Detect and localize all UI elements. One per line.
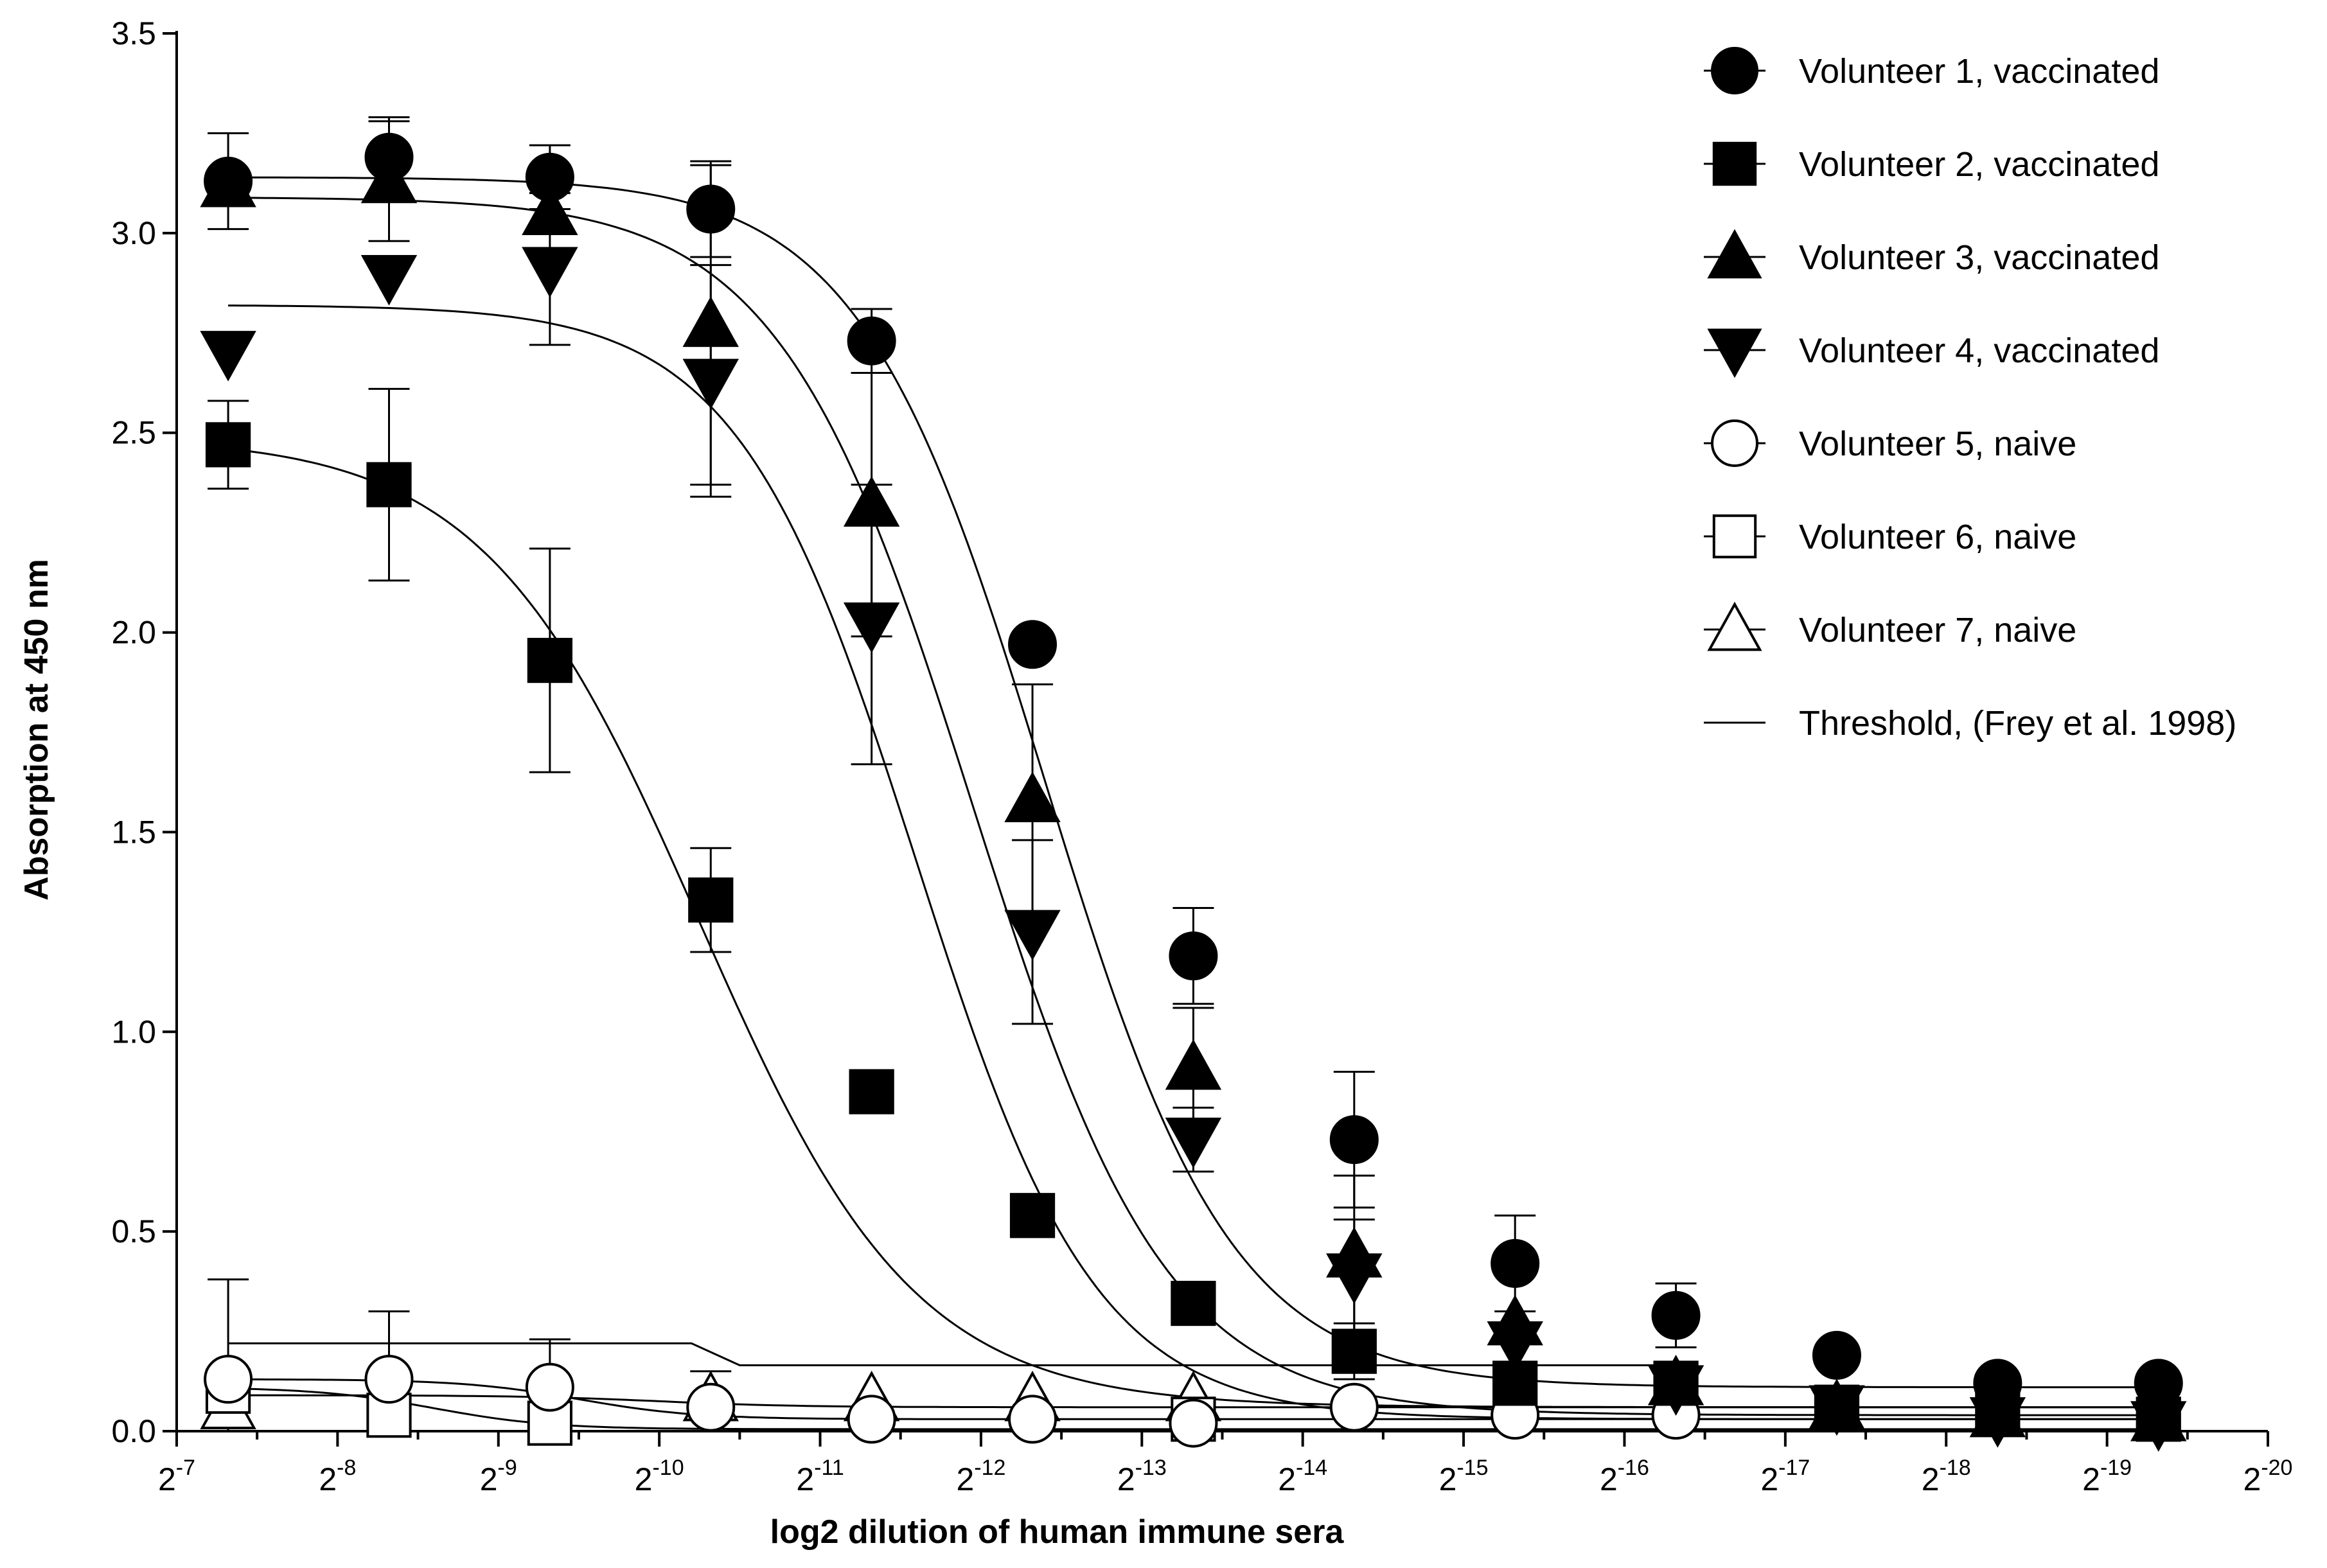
x-tick-label: 2-8 [319,1456,356,1497]
x-axis-title: log2 dilution of human immune sera [770,1513,1345,1551]
legend-marker-5 [1711,419,1758,467]
y-tick-label: 3.0 [111,215,156,251]
point-circle-open [1169,1398,1218,1448]
legend-label: Volunteer 7, naive [1799,611,2076,649]
point-circle-filled [204,157,253,206]
y-tick-label: 2.5 [111,415,156,451]
point-triangle-up-filled [1647,1354,1704,1405]
point-square-filled [688,877,734,923]
point-circle-open [204,1355,253,1404]
legend-label: Volunteer 3, vaccinated [1799,238,2159,277]
point-square-filled [849,1069,894,1114]
legend-marker-1 [1711,47,1758,94]
y-tick-label: 1.0 [111,1014,156,1050]
x-tick-label: 2-11 [796,1456,844,1497]
point-circle-filled [847,316,896,366]
legend-marker-2 [1712,141,1757,186]
y-tick-label: 1.5 [111,814,156,850]
fit-curve-4 [228,304,2159,1420]
point-square-filled [206,422,251,468]
point-triangle-down-filled [200,331,256,382]
point-circle-filled [1812,1330,1861,1380]
point-circle-open [364,1355,414,1404]
legend-label: Volunteer 5, naive [1799,425,2076,463]
point-circle-filled [1329,1115,1379,1165]
point-circle-filled [1491,1238,1540,1288]
y-tick-label: 2.0 [111,615,156,651]
point-circle-filled [1169,931,1218,981]
y-tick-label: 3.5 [111,15,156,51]
x-tick-label: 2-13 [1117,1456,1167,1497]
legend: Volunteer 1, vaccinated Volunteer 2, vacc… [1704,47,2236,743]
legend-marker-4 [1707,328,1762,378]
point-triangle-up-filled [1004,771,1061,822]
point-circle-open [1329,1382,1379,1432]
threshold-line [228,1342,1673,1366]
point-triangle-up-filled [843,476,900,527]
point-circle-filled [686,184,736,234]
x-tick-label: 2-17 [1760,1456,1810,1497]
point-square-filled [527,637,573,683]
x-tick-label: 2-14 [1278,1456,1327,1497]
point-triangle-up-filled [1809,1379,1865,1429]
point-triangle-down-filled [360,254,418,306]
point-triangle-up-filled [1326,1227,1383,1278]
point-triangle-up-filled [1969,1386,2026,1438]
x-tick-label: 2-19 [2082,1456,2132,1497]
point-circle-filled [2134,1359,2183,1408]
point-circle-filled [1651,1291,1701,1340]
error-bars [208,116,1697,1432]
point-triangle-up-filled [682,296,739,348]
x-tick-label: 2-15 [1439,1456,1489,1497]
threshold-polyline [228,1342,1673,1366]
legend-label: Volunteer 1, vaccinated [1799,52,2159,91]
point-square-filled [366,462,412,507]
point-circle-open [1008,1395,1057,1444]
point-triangle-up-filled [2130,1390,2187,1441]
point-triangle-down-filled [1165,1117,1222,1168]
point-triangle-down-filled [1004,910,1061,961]
point-triangle-down-filled [843,602,900,653]
point-triangle-down-filled [522,247,578,298]
x-tick-label: 2-18 [1922,1456,1971,1497]
legend-label: Volunteer 6, naive [1799,518,2076,556]
legend-label: Volunteer 2, vaccinated [1799,145,2159,184]
point-circle-open [525,1362,574,1412]
y-tick-label: 0.0 [111,1413,156,1449]
point-triangle-up-filled [1487,1294,1543,1346]
axes: 0.0 0.5 1.0 1.5 2.0 2.5 3.0 3.5 2-7 2-8 2-9 2-10 2-1… [111,15,2292,1497]
data-points [200,132,2187,1452]
point-triangle-up-filled [1165,1039,1222,1090]
point-circle-open [686,1382,736,1432]
point-circle-open [847,1395,896,1444]
x-tick-label: 2-9 [480,1456,517,1497]
y-axis-title: Absorption at 450 nm [18,559,55,901]
legend-marker-6 [1712,514,1757,559]
x-tick-label: 2-10 [635,1456,684,1497]
point-circle-filled [1973,1359,2022,1408]
legend-marker-7 [1707,601,1762,651]
point-triangle-down-filled [682,358,739,410]
legend-marker-3 [1707,229,1762,279]
x-tick-label: 2-7 [158,1456,195,1497]
x-tick-label: 2-16 [1600,1456,1649,1497]
point-square-filled [1009,1193,1056,1238]
legend-label: Volunteer 4, vaccinated [1799,331,2159,370]
x-tick-label: 2-12 [956,1456,1005,1497]
x-tick-label: 2-20 [2243,1456,2293,1497]
point-circle-filled [364,132,414,182]
legend-label-threshold: Threshold, (Frey et al. 1998) [1799,704,2236,743]
point-triangle-up-filled [522,184,578,236]
point-square-filled [1331,1328,1377,1374]
fit-curve-3 [228,197,2159,1416]
point-circle-filled [1008,620,1057,669]
y-tick-label: 0.5 [111,1213,156,1249]
point-circle-filled [525,152,574,202]
point-square-filled [1171,1280,1216,1326]
